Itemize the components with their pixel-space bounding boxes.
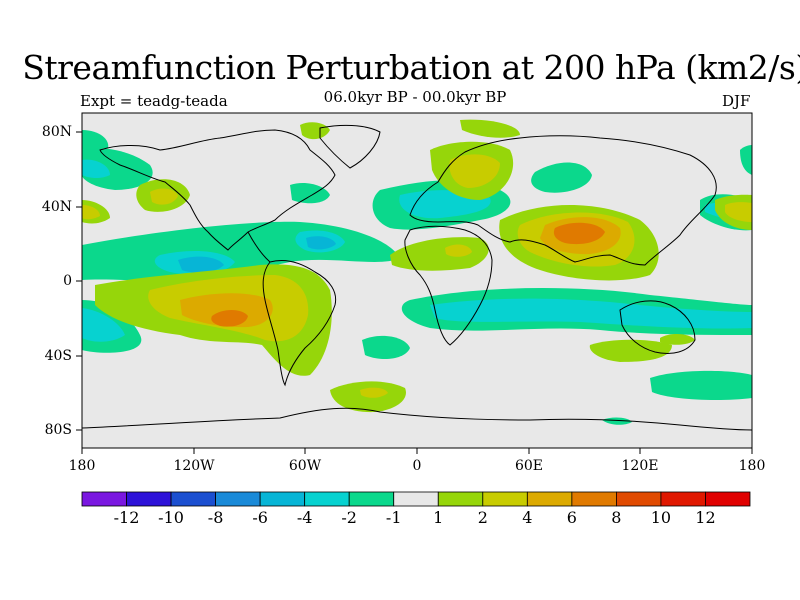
colorbar [81, 491, 751, 507]
south-pacific-core [82, 308, 125, 342]
colorbar-box [571, 491, 617, 507]
south-america-strong [180, 293, 273, 328]
colorbar-box [437, 491, 484, 507]
south-pacific-negative [650, 370, 752, 400]
arctic-canada-negative [290, 183, 330, 204]
plot-title: Streamfunction Perturbation at 200 hPa (… [22, 48, 800, 87]
positive-anomaly-peak-fills [211, 222, 605, 327]
dateline-medium [82, 205, 100, 220]
colorbar-label: 10 [650, 508, 672, 527]
north-america-coast [99, 129, 336, 251]
lat-label-80n: 80N [41, 124, 72, 140]
south-atlantic-negative [362, 335, 410, 360]
south-pacific-positive [660, 334, 695, 345]
time-period-label: 06.0kyr BP - 00.0kyr BP [323, 88, 507, 106]
colorbar-label: 6 [566, 508, 577, 527]
axis-ticks [76, 131, 753, 454]
colorbar-label: -2 [341, 508, 357, 527]
south-indian-core [430, 298, 752, 329]
colorbar-box [482, 491, 528, 507]
colorbar-box [348, 491, 395, 507]
atlantic-strong-core [306, 236, 336, 250]
siberia-negative [531, 162, 592, 193]
colorbar-label: 2 [477, 508, 488, 527]
lon-label-120e: 120E [621, 458, 659, 474]
greenland-coast [319, 124, 381, 169]
colorbar-box [126, 491, 172, 507]
lat-label-0: 0 [63, 273, 72, 289]
central-america-coast [247, 231, 271, 263]
colorbar-label: 4 [522, 508, 533, 527]
dateline-negative [82, 130, 109, 150]
coastlines [82, 124, 752, 431]
lon-label-180w: 180 [68, 458, 96, 474]
colorbar-label: -4 [296, 508, 313, 527]
arctic-negative-band [82, 148, 153, 190]
antarctica-coast [82, 407, 752, 431]
negative-anomaly-strong-fills [178, 236, 336, 273]
lon-label-0: 0 [412, 458, 422, 474]
lat-label-40s: 40S [44, 348, 72, 364]
colorbar-label: -10 [158, 508, 184, 527]
indian-ocean-positive [589, 339, 672, 362]
colorbar-box [660, 491, 706, 507]
experiment-label: Expt = teadg-teada [80, 92, 228, 110]
europe-medium [449, 154, 500, 188]
north-pacific-medium [150, 188, 178, 205]
colorbar-box [81, 491, 127, 507]
south-america-coast [262, 259, 337, 387]
colorbar-box [705, 491, 751, 507]
colorbar-box [616, 491, 662, 507]
lon-label-120w: 120W [173, 458, 215, 474]
colorbar-box [215, 491, 261, 507]
arctic-core [82, 159, 110, 179]
north-atlantic-positive [300, 122, 330, 140]
north-pacific-negative [740, 145, 752, 175]
colorbar-label: 8 [611, 508, 622, 527]
lon-label-180e: 180 [738, 458, 766, 474]
lon-label-60e: 60E [514, 458, 544, 474]
lat-label-80s: 80S [44, 422, 72, 438]
colorbar-box [526, 491, 573, 507]
arctic-positive [460, 119, 520, 138]
north-africa-medium [445, 244, 472, 257]
colorbar-label: -12 [113, 508, 140, 527]
colorbar-label: 1 [433, 508, 444, 527]
colorbar-label: -8 [207, 508, 224, 527]
colorbar-box [170, 491, 216, 507]
south-america-peak [211, 310, 248, 327]
west-pacific-medium [725, 202, 752, 222]
africa-coast [404, 225, 493, 346]
colorbar-label: 12 [695, 508, 716, 527]
europe-asia-coast [409, 135, 717, 266]
map-plot-area [82, 113, 752, 448]
south-atlantic-medium [360, 387, 388, 398]
colorbar-box [393, 491, 439, 507]
pacific-strong-core [178, 256, 224, 273]
lon-label-60w: 60W [288, 458, 322, 474]
australia-coast [619, 300, 696, 354]
antarctic-negative [602, 417, 632, 425]
colorbar-box [304, 491, 350, 507]
asia-peak [553, 222, 605, 245]
lat-label-40n: 40N [41, 199, 72, 215]
colorbar-label: -6 [252, 508, 268, 527]
season-label: DJF [722, 92, 751, 110]
colorbar-label: -1 [385, 508, 402, 527]
colorbar-box [259, 491, 306, 507]
